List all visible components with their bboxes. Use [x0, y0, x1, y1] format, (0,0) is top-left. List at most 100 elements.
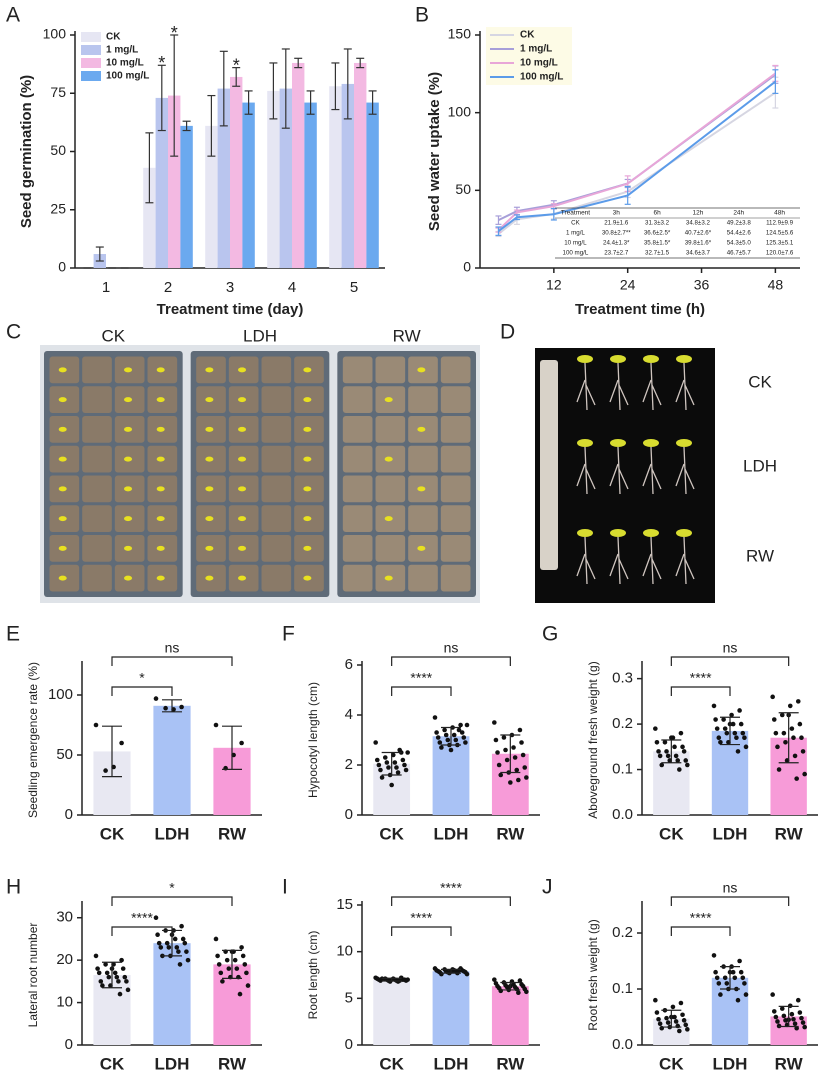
- y-tick-label: 0: [345, 806, 353, 823]
- data-point: [179, 923, 184, 929]
- data-point: [730, 721, 736, 727]
- table-cell: 21.9±1.6: [604, 220, 629, 227]
- y-axis-title: Aboveground fresh weight (g): [586, 661, 600, 818]
- significance-label: ****: [440, 880, 462, 896]
- x-tick-label: LDH: [713, 824, 748, 843]
- data-point: [93, 722, 99, 728]
- significance-label: *: [169, 880, 175, 896]
- seedling-root: [642, 362, 662, 411]
- significance-bracket: [670, 926, 731, 936]
- legend-label: CK: [106, 32, 121, 43]
- x-tick-label: RW: [218, 1054, 247, 1073]
- seedling: [417, 486, 426, 492]
- tray-cell: [408, 386, 438, 413]
- data-point: [232, 957, 238, 963]
- data-point: [184, 949, 189, 954]
- data-point: [389, 782, 394, 788]
- seedling: [58, 516, 67, 522]
- data-point: [743, 744, 749, 750]
- data-point: [520, 752, 526, 758]
- table-cell: 23.7±2.7: [604, 250, 629, 257]
- tray-cell: [440, 564, 471, 592]
- data-point: [180, 936, 186, 942]
- data-point: [656, 749, 661, 754]
- table-cell: 36.6±2.5*: [644, 230, 671, 237]
- tray-cell: [342, 386, 373, 413]
- table-cell: 32.7±1.5: [645, 250, 670, 257]
- significance-bracket: [111, 896, 233, 906]
- bar: [373, 979, 411, 1045]
- y-axis-title: Seed water uptake (%): [426, 72, 443, 231]
- seedling: [124, 575, 133, 581]
- table-cell: 120.0±7.6: [766, 250, 794, 257]
- tray: [44, 351, 183, 597]
- table-cell: 49.2±3.8: [727, 220, 752, 227]
- y-tick-label: 20: [56, 951, 73, 968]
- data-point: [96, 970, 102, 976]
- data-point: [516, 777, 521, 783]
- seedling: [58, 426, 67, 432]
- data-point: [463, 740, 468, 745]
- bar: [304, 102, 317, 268]
- data-point: [722, 975, 728, 981]
- tray-cell: [261, 475, 292, 503]
- y-axis-title: Lateral root number: [26, 923, 40, 1028]
- data-point: [791, 735, 796, 741]
- seedling: [238, 545, 247, 551]
- seedling: [205, 367, 214, 373]
- seedling: [205, 486, 214, 492]
- significance-label: *: [158, 53, 165, 73]
- data-point: [174, 945, 180, 950]
- data-point: [738, 721, 744, 727]
- data-point: [519, 740, 524, 745]
- y-tick-label: 50: [50, 142, 66, 158]
- seedling: [124, 456, 133, 462]
- data-point: [514, 767, 520, 773]
- seedling: [238, 575, 247, 581]
- bar: [153, 943, 191, 1045]
- data-point: [681, 749, 687, 754]
- seedling: [58, 486, 67, 492]
- seedling: [384, 575, 393, 581]
- legend-label: 100 mg/L: [520, 72, 563, 83]
- data-point: [716, 981, 722, 986]
- data-point: [802, 1024, 807, 1030]
- bar: [267, 90, 280, 268]
- data-point: [155, 932, 160, 937]
- y-axis-title: Root length (cm): [306, 931, 320, 1020]
- seedling: [58, 367, 67, 373]
- seedling: [303, 456, 312, 462]
- seedling-root: [576, 446, 596, 495]
- y-tick-label: 0.1: [612, 980, 633, 997]
- seedling: [124, 545, 133, 551]
- y-axis-title: Hypocotyl length (cm): [306, 682, 320, 798]
- data-point: [714, 975, 720, 981]
- seedling-root: [609, 536, 629, 585]
- data-point: [718, 992, 723, 997]
- data-point: [673, 1019, 679, 1024]
- bar: [341, 83, 354, 269]
- data-point: [512, 755, 518, 760]
- x-tick-label: CK: [659, 824, 684, 843]
- data-point: [373, 740, 378, 745]
- table-cell: 40.7±2.6*: [685, 230, 712, 237]
- tray-cell: [261, 535, 292, 562]
- tray-cell: [261, 445, 292, 473]
- panel-letter: I: [282, 876, 288, 899]
- seedling: [205, 516, 214, 522]
- data-point: [716, 735, 722, 741]
- tray-cell: [440, 416, 471, 443]
- panel-letter: E: [6, 623, 20, 646]
- data-point: [434, 730, 439, 735]
- data-point: [732, 975, 738, 981]
- legend-swatch: [81, 45, 101, 55]
- table-cell: 30.8±2.7**: [602, 230, 631, 237]
- x-tick-label: RW: [775, 824, 804, 843]
- bar: [329, 86, 342, 268]
- data-point: [503, 747, 508, 753]
- seedling: [156, 397, 165, 403]
- data-point: [665, 753, 671, 759]
- data-point: [799, 1015, 804, 1021]
- data-point: [456, 968, 462, 973]
